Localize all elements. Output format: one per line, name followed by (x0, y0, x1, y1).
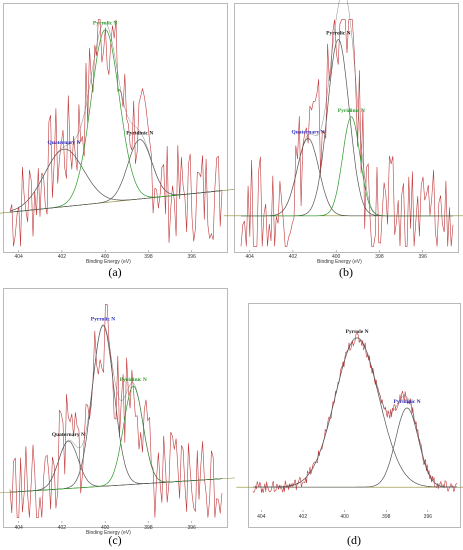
xps-chart-d: 404 402 400 398 396 Pyrrole N Pyridinic N (236, 329, 463, 520)
x-tick-label: 400 (101, 254, 110, 260)
x-tick-label: 398 (375, 254, 384, 260)
x-tick-label: 402 (58, 254, 67, 260)
x-axis-title: Binding Energy (eV) (86, 530, 131, 536)
xps-panel-b: 404 402 400 398 396 Quaternary N Pyrrolic N Pyr… (223, 0, 463, 265)
x-tick-label: 396 (424, 514, 433, 520)
x-tick-label: 404 (14, 525, 23, 531)
xps-chart-c: 404 402 400 398 396 Quaternary N Pyrrolic N Pyr… (0, 304, 235, 531)
x-tick-label: 396 (188, 254, 197, 260)
fitted-peak-curve (253, 407, 457, 488)
x-tick-label: 402 (58, 525, 67, 531)
peak-label: Pyridinic N (120, 377, 147, 383)
x-tick-label: 402 (299, 514, 308, 520)
xps-chart-a: 404 402 400 398 396 Quaternary N Pyrrolic N Pyr… (0, 19, 236, 260)
xps-panel-d: 404 402 400 398 396 Pyrrole N Pyridinic N (236, 303, 463, 528)
peak-label: Pyridinic N (394, 399, 421, 405)
envelope-curve (9, 22, 223, 212)
panel-label-b: (b) (339, 265, 353, 279)
x-tick-label: 398 (144, 525, 153, 531)
x-tick-label: 404 (14, 254, 23, 260)
envelope-curve (10, 324, 222, 493)
envelope-curve (253, 337, 457, 488)
panel-label-d: (d) (347, 533, 361, 547)
panel-label-a: (a) (108, 265, 122, 279)
xps-panel-c: 404 402 400 398 396 Quaternary N Pyrrolic N Pyr… (0, 288, 235, 536)
peak-label: Quaternary N (291, 129, 324, 135)
fitted-peak-curve (10, 385, 222, 493)
xps-panel-a: 404 402 400 398 396 Quaternary N Pyrrolic N Pyr… (0, 3, 236, 265)
x-axis-title: Binding Energy (eV) (86, 259, 131, 265)
x-tick-label: 404 (245, 254, 254, 260)
peak-label: Pyrrolic N (326, 30, 351, 36)
x-tick-label: 396 (419, 254, 428, 260)
xps-chart-b: 404 402 400 398 396 Quaternary N Pyrrolic N Pyr… (223, 0, 463, 260)
peak-label: Pyrrolic N (91, 317, 116, 323)
x-tick-label: 396 (188, 525, 197, 531)
x-tick-label: 398 (382, 514, 391, 520)
fitted-peak-curve (9, 29, 223, 213)
peak-label: Pyridinic N (338, 108, 365, 114)
x-tick-label: 404 (257, 514, 266, 520)
peak-label: Pyrrolic N (93, 21, 118, 27)
x-tick-label: 398 (144, 254, 153, 260)
fitted-peak-curve (253, 337, 457, 488)
x-tick-label: 400 (332, 254, 341, 260)
peak-label: Pyridinic N (126, 131, 153, 137)
x-axis-title: Binding Energy (eV) (317, 259, 362, 265)
raw-spectrum-line (9, 304, 223, 518)
raw-spectrum-line (9, 19, 223, 247)
peak-label: Quaternary N (48, 140, 81, 146)
peak-label: Pyrrole N (346, 329, 369, 335)
x-tick-label: 400 (340, 514, 349, 520)
fitted-peak-curve (241, 116, 453, 217)
x-tick-label: 402 (289, 254, 298, 260)
peak-label: Quaternary N (52, 432, 85, 438)
x-tick-label: 400 (101, 525, 110, 531)
raw-spectrum-line (240, 19, 454, 247)
envelope-curve (241, 0, 453, 217)
raw-spectrum-line (252, 330, 458, 493)
panel-label-c: (c) (108, 533, 122, 547)
